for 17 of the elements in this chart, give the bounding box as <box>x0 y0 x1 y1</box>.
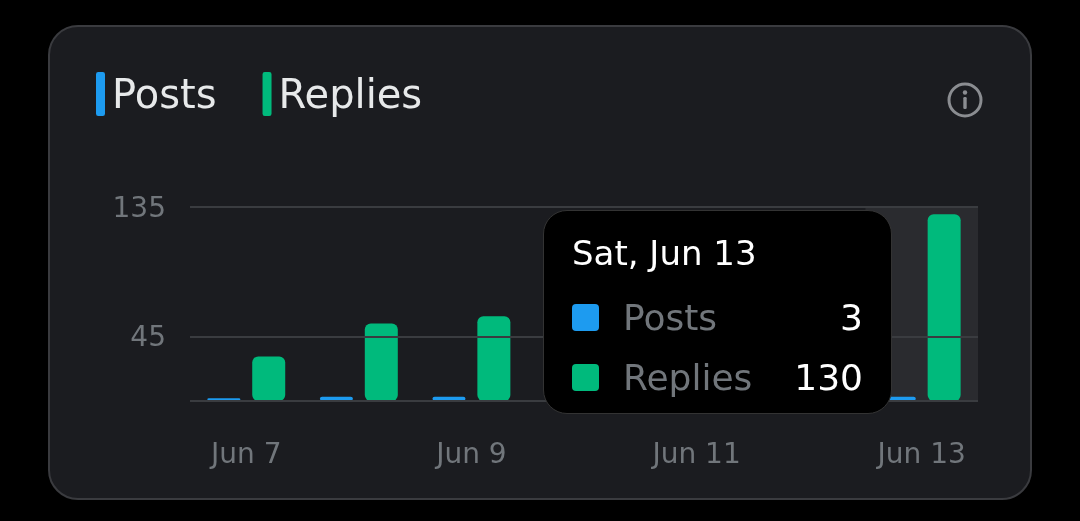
annotation: Replies <box>623 356 754 398</box>
legend-label: Replies <box>278 71 423 117</box>
bar <box>252 356 286 401</box>
y-tick-label: 45 <box>130 319 166 353</box>
legend-label: Posts <box>112 71 217 117</box>
bar <box>927 214 961 401</box>
annotation: 3 <box>840 296 863 338</box>
bar <box>477 316 511 401</box>
x-tick-label: Jun 11 <box>650 436 741 470</box>
annotation: Posts <box>623 296 719 338</box>
x-tick-label: Jun 13 <box>875 436 966 470</box>
x-tick-label: Jun 7 <box>209 436 282 470</box>
annotation: Sat, Jun 13 <box>572 232 758 275</box>
annotation: 130 <box>794 356 863 398</box>
y-tick-label: 135 <box>112 190 166 224</box>
x-tick-label: Jun 9 <box>434 436 507 470</box>
bar <box>364 323 398 401</box>
